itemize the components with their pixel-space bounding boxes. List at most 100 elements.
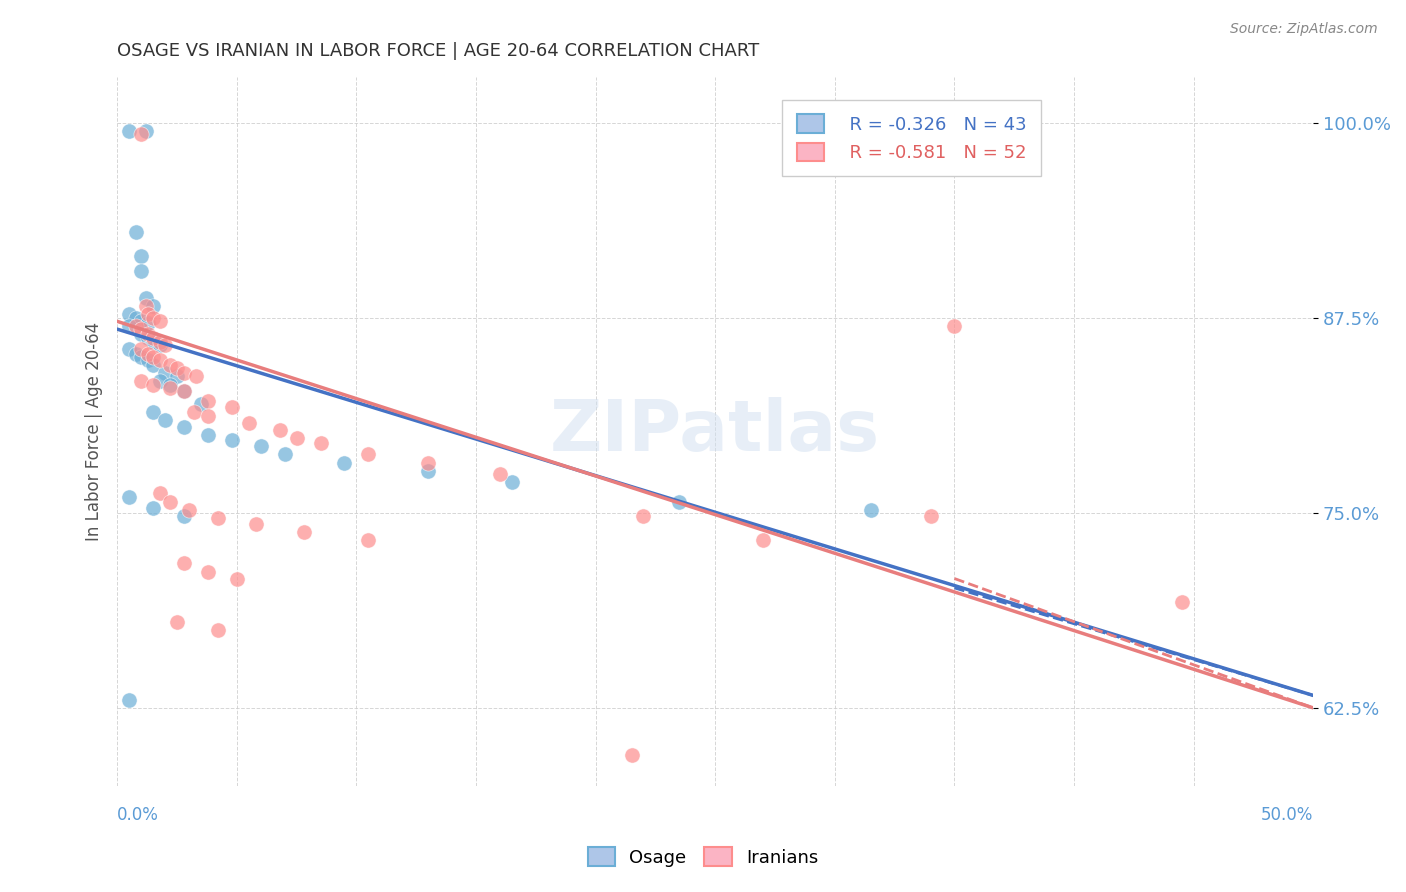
Point bbox=[129, 264, 152, 278]
Point bbox=[207, 623, 229, 637]
Point bbox=[125, 226, 148, 240]
Point bbox=[190, 397, 212, 411]
Point bbox=[166, 368, 188, 383]
Legend:   R = -0.326   N = 43,   R = -0.581   N = 52: R = -0.326 N = 43, R = -0.581 N = 52 bbox=[782, 100, 1040, 177]
Point bbox=[136, 306, 159, 320]
Point bbox=[149, 353, 172, 368]
Point bbox=[249, 439, 271, 453]
Point bbox=[118, 318, 141, 333]
Point bbox=[142, 299, 165, 313]
Text: ZIPatlas: ZIPatlas bbox=[550, 397, 880, 466]
Point bbox=[668, 495, 690, 509]
Point bbox=[142, 378, 165, 392]
Point bbox=[129, 314, 152, 328]
Point bbox=[159, 495, 181, 509]
Point bbox=[221, 400, 243, 414]
Point bbox=[142, 331, 165, 345]
Point bbox=[173, 420, 195, 434]
Point bbox=[153, 412, 176, 426]
Point bbox=[136, 347, 159, 361]
Point bbox=[183, 405, 205, 419]
Text: 0.0%: 0.0% bbox=[117, 806, 159, 824]
Point bbox=[269, 424, 291, 438]
Point bbox=[197, 409, 219, 424]
Point bbox=[118, 306, 141, 320]
Point bbox=[159, 378, 181, 392]
Point bbox=[173, 384, 195, 399]
Point bbox=[752, 533, 775, 547]
Point bbox=[357, 447, 380, 461]
Point bbox=[620, 747, 643, 762]
Point bbox=[173, 509, 195, 524]
Point bbox=[125, 318, 148, 333]
Point bbox=[292, 524, 315, 539]
Point bbox=[166, 361, 188, 376]
Point bbox=[197, 428, 219, 442]
Text: 50.0%: 50.0% bbox=[1261, 806, 1313, 824]
Point bbox=[135, 291, 157, 305]
Point bbox=[129, 343, 152, 357]
Point bbox=[136, 331, 159, 345]
Point bbox=[129, 128, 152, 142]
Point bbox=[245, 516, 267, 531]
Point bbox=[149, 314, 172, 328]
Text: OSAGE VS IRANIAN IN LABOR FORCE | AGE 20-64 CORRELATION CHART: OSAGE VS IRANIAN IN LABOR FORCE | AGE 20… bbox=[117, 42, 759, 60]
Point bbox=[118, 491, 141, 505]
Point bbox=[273, 447, 295, 461]
Point bbox=[136, 326, 159, 341]
Point bbox=[136, 353, 159, 368]
Point bbox=[129, 374, 152, 388]
Point bbox=[135, 124, 157, 138]
Point bbox=[173, 384, 195, 399]
Point bbox=[135, 299, 157, 313]
Point bbox=[238, 416, 260, 430]
Text: Source: ZipAtlas.com: Source: ZipAtlas.com bbox=[1230, 22, 1378, 37]
Point bbox=[142, 405, 165, 419]
Point bbox=[142, 501, 165, 516]
Point bbox=[125, 347, 148, 361]
Point bbox=[142, 350, 165, 364]
Point bbox=[333, 456, 356, 470]
Point bbox=[118, 343, 141, 357]
Point bbox=[136, 316, 159, 330]
Point bbox=[149, 485, 172, 500]
Point bbox=[159, 358, 181, 372]
Point bbox=[1170, 595, 1192, 609]
Point bbox=[118, 124, 141, 138]
Point bbox=[149, 374, 172, 388]
Point bbox=[225, 572, 247, 586]
Point bbox=[153, 337, 176, 351]
Point bbox=[142, 311, 165, 326]
Point bbox=[633, 509, 655, 524]
Point bbox=[197, 566, 219, 580]
Point bbox=[357, 533, 380, 547]
Point bbox=[149, 337, 172, 351]
Point bbox=[285, 431, 308, 445]
Point bbox=[129, 350, 152, 364]
Point bbox=[142, 334, 165, 349]
Point bbox=[173, 366, 195, 380]
Point bbox=[129, 326, 152, 341]
Point bbox=[197, 393, 219, 408]
Point bbox=[153, 366, 176, 380]
Point bbox=[859, 503, 882, 517]
Point bbox=[149, 334, 172, 349]
Point bbox=[173, 556, 195, 570]
Point bbox=[184, 368, 207, 383]
Point bbox=[142, 358, 165, 372]
Point bbox=[418, 464, 440, 478]
Point bbox=[501, 475, 523, 489]
Point bbox=[207, 510, 229, 524]
Point bbox=[129, 322, 152, 336]
Point bbox=[221, 433, 243, 447]
Point bbox=[159, 381, 181, 395]
Point bbox=[118, 693, 141, 707]
Point bbox=[920, 509, 942, 524]
Legend: Osage, Iranians: Osage, Iranians bbox=[581, 840, 825, 874]
Point bbox=[166, 615, 188, 630]
Point bbox=[943, 318, 966, 333]
Y-axis label: In Labor Force | Age 20-64: In Labor Force | Age 20-64 bbox=[86, 322, 103, 541]
Point bbox=[177, 503, 200, 517]
Point bbox=[309, 436, 332, 450]
Point bbox=[418, 456, 440, 470]
